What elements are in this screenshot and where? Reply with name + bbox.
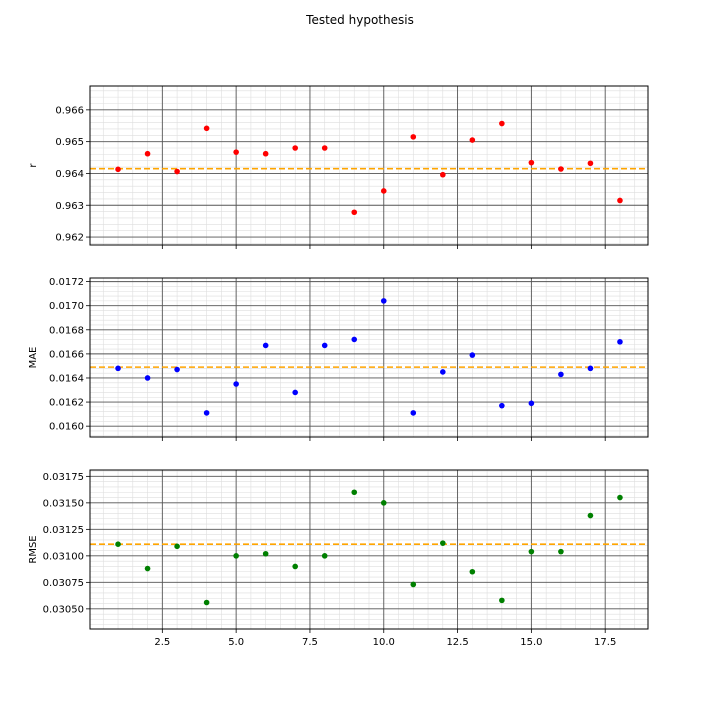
data-point — [410, 581, 417, 588]
data-point — [587, 160, 594, 167]
axes-frame — [89, 277, 649, 438]
data-point — [469, 568, 476, 575]
y-axis-label: r — [28, 163, 39, 168]
y-tick-label: 0.0172 — [49, 277, 84, 288]
y-tick-label: 0.0168 — [49, 325, 84, 336]
data-point — [380, 188, 387, 194]
x-tick-label: 2.5 — [154, 637, 170, 648]
y-tick-label: 0.03175 — [43, 472, 84, 483]
data-point — [380, 298, 387, 304]
data-point — [558, 371, 564, 378]
data-point — [499, 597, 505, 604]
data-point — [174, 168, 180, 175]
y-axis-label: RMSE — [28, 535, 39, 563]
y-tick-label: 0.0166 — [49, 349, 84, 360]
y-tick-label: 0.03075 — [43, 578, 84, 589]
data-point — [233, 553, 239, 559]
data-point — [115, 166, 121, 173]
x-tick-label: 5.0 — [228, 637, 244, 648]
y-tick-label: 0.0164 — [49, 373, 84, 384]
data-point — [174, 543, 180, 550]
data-point — [617, 197, 623, 204]
y-tick-label: 0.964 — [55, 169, 84, 180]
y-tick-label: 0.966 — [55, 105, 84, 116]
data-point — [321, 342, 328, 349]
data-point — [351, 489, 358, 496]
data-point — [587, 365, 594, 372]
axes-frame — [89, 85, 649, 246]
data-point — [144, 565, 151, 572]
data-point — [292, 389, 298, 396]
y-axis-label: MAE — [28, 347, 39, 369]
data-point — [617, 494, 623, 501]
x-tick-label: 10.0 — [373, 637, 395, 648]
data-point — [440, 171, 446, 178]
data-point — [410, 410, 417, 416]
data-point — [292, 145, 298, 151]
y-tick-label: 0.03050 — [43, 604, 84, 615]
data-point — [528, 548, 535, 555]
data-point — [321, 553, 328, 559]
data-point — [528, 159, 535, 166]
panel-rmse: 0.03050 0.03075 0.03100 0.03125 0.03150 0.031… — [28, 469, 649, 648]
y-tick-label: 0.963 — [55, 201, 84, 212]
panels: 0.9620.9630.9640.9650.966r0.01600.01620.… — [28, 85, 649, 648]
data-point — [321, 145, 328, 151]
y-tick-label: 0.03100 — [43, 551, 84, 562]
data-point — [203, 125, 210, 132]
data-point — [115, 541, 121, 547]
y-tick-label: 0.03125 — [43, 525, 84, 536]
x-tick-label: 17.5 — [594, 637, 616, 648]
y-tick-label: 0.03150 — [43, 498, 84, 509]
data-point — [144, 375, 151, 381]
data-point — [380, 500, 387, 506]
data-point — [351, 209, 358, 216]
data-point — [292, 563, 298, 570]
data-point — [617, 339, 623, 345]
data-point — [233, 381, 239, 387]
data-point — [262, 342, 269, 349]
y-tick-label: 0.0170 — [49, 301, 84, 312]
data-point — [262, 550, 269, 557]
axes-frame — [89, 469, 649, 630]
x-tick-label: 12.5 — [446, 637, 468, 648]
y-tick-label: 0.0162 — [49, 398, 84, 409]
data-point — [144, 150, 151, 157]
data-point — [203, 599, 210, 606]
data-point — [558, 548, 564, 555]
y-tick-label: 0.965 — [55, 137, 84, 148]
data-point — [587, 512, 594, 519]
data-point — [558, 166, 564, 172]
data-point — [499, 402, 505, 409]
data-point — [203, 410, 210, 416]
data-point — [351, 336, 358, 343]
data-point — [233, 149, 239, 155]
x-tick-label: 15.0 — [520, 637, 542, 648]
data-point — [440, 369, 446, 375]
data-point — [410, 134, 417, 140]
data-point — [499, 120, 505, 127]
panel-mae: 0.0160 0.0162 0.0164 0.0166 0.0168 0.0170 0.01… — [28, 277, 649, 441]
data-point — [469, 352, 476, 358]
data-point — [440, 540, 446, 546]
x-tick-label: 7.5 — [302, 637, 318, 648]
data-point — [469, 137, 476, 143]
panel-r: 0.962 0.963 0.964 0.965 0.966 r — [28, 85, 649, 249]
chart-title: Tested hypothesis — [305, 13, 414, 27]
y-tick-label: 0.0160 — [49, 422, 84, 433]
data-point — [528, 400, 535, 407]
y-tick-label: 0.962 — [55, 233, 84, 244]
data-point — [174, 366, 180, 373]
data-point — [262, 150, 269, 157]
data-point — [115, 365, 121, 372]
